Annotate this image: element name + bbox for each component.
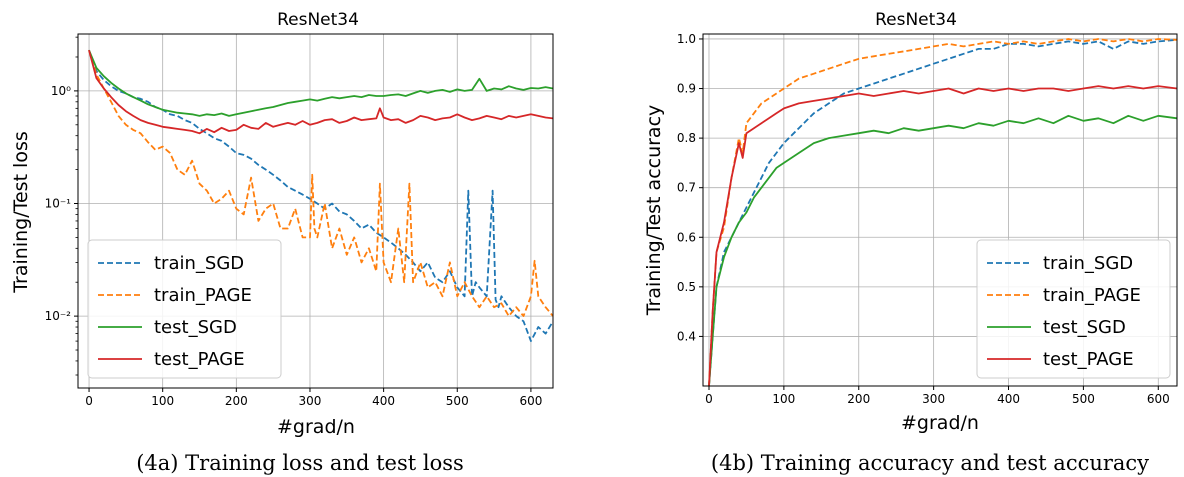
accuracy-legend-box — [976, 239, 1171, 379]
accuracy-ytick-label: 0.6 — [677, 230, 696, 244]
accuracy-chart-legend: train_SGD train_PAGE test_SGD test_PAGE — [976, 239, 1171, 379]
loss-legend-label: train_SGD — [154, 253, 244, 274]
accuracy-xtick-label: 0 — [705, 392, 713, 406]
loss-legend-label: test_PAGE — [154, 349, 245, 370]
accuracy-chart-lines — [708, 38, 1177, 386]
loss-xtick-label: 100 — [151, 394, 174, 408]
accuracy-legend-label: test_PAGE — [1043, 349, 1134, 370]
accuracy-xtick-label: 600 — [1147, 392, 1170, 406]
accuracy-ytick-label: 0.4 — [677, 329, 696, 343]
loss-chart: ResNet34 0 100 200 300 400 500 60010⁻²10⁻¹10⁰ … — [10, 10, 554, 475]
accuracy-chart-title: ResNet34 — [875, 10, 957, 30]
loss-chart-ylabel: Training/Test loss — [10, 131, 32, 294]
loss-chart-title: ResNet34 — [277, 10, 359, 30]
series-test-sgd-line — [708, 114, 1177, 386]
loss-xtick-label: 200 — [225, 394, 248, 408]
accuracy-chart-frame — [702, 33, 1178, 387]
accuracy-ytick-label: 0.8 — [677, 131, 696, 145]
accuracy-legend-label: train_PAGE — [1043, 285, 1141, 306]
accuracy-chart-ylabel: Training/Test accuracy — [643, 105, 665, 317]
loss-ytick-label: 10⁻² — [45, 309, 72, 323]
loss-chart-grid — [78, 34, 553, 388]
accuracy-xtick-label: 500 — [1072, 392, 1095, 406]
loss-ytick-label: 10⁻¹ — [45, 197, 72, 211]
loss-xtick-label: 0 — [85, 394, 93, 408]
series-test-sgd-line — [88, 49, 553, 117]
series-train-page-line — [88, 49, 553, 318]
series-train-sgd-line — [88, 49, 553, 343]
accuracy-chart-xlabel: #grad/n — [901, 412, 979, 434]
loss-xtick-label: 300 — [299, 394, 322, 408]
loss-chart-frame — [77, 33, 554, 389]
accuracy-legend-label: test_SGD — [1043, 317, 1126, 338]
accuracy-xtick-label: 300 — [922, 392, 945, 406]
accuracy-xtick-label: 400 — [997, 392, 1020, 406]
loss-xtick-label: 400 — [372, 394, 395, 408]
loss-xtick-label: 500 — [446, 394, 469, 408]
loss-chart-ticks: 0 100 200 300 400 500 600 10⁻² 10⁻¹ 10⁰ — [45, 36, 542, 408]
loss-chart-caption: (4a) Training loss and test loss — [136, 451, 464, 475]
accuracy-ytick-label: 0.5 — [677, 280, 696, 294]
loss-chart-lines — [88, 49, 553, 343]
loss-legend-box — [87, 239, 282, 379]
series-train-page-line — [708, 38, 1177, 386]
accuracy-ytick-label: 0.7 — [677, 181, 696, 195]
accuracy-xtick-label: 200 — [847, 392, 870, 406]
loss-chart-legend: train_SGD train_PAGE test_SGD test_PAGE — [87, 239, 282, 379]
loss-legend-label: train_PAGE — [154, 285, 252, 306]
accuracy-chart-ticks: 0 100 200 300 400 500 600 0.4 0.5 0.6 0.7 0.8 0.9 1.0 — [677, 32, 1170, 406]
series-test-page-line — [88, 49, 553, 135]
accuracy-ytick-label: 0.9 — [677, 82, 696, 96]
accuracy-xtick-label: 100 — [772, 392, 795, 406]
loss-ytick-label: 10⁰ — [51, 84, 71, 98]
loss-chart-xlabel: #grad/n — [277, 416, 355, 438]
accuracy-chart: ResNet34 0 100 200 300 400 500 600 0.4 0.5 0.6 0.7… — [643, 10, 1178, 475]
accuracy-ytick-label: 1.0 — [677, 32, 696, 46]
loss-legend-label: test_SGD — [154, 317, 237, 338]
accuracy-legend-label: train_SGD — [1043, 253, 1133, 274]
series-test-page-line — [708, 85, 1177, 386]
loss-xtick-label: 600 — [519, 394, 542, 408]
accuracy-chart-caption: (4b) Training accuracy and test accuracy — [711, 451, 1149, 475]
